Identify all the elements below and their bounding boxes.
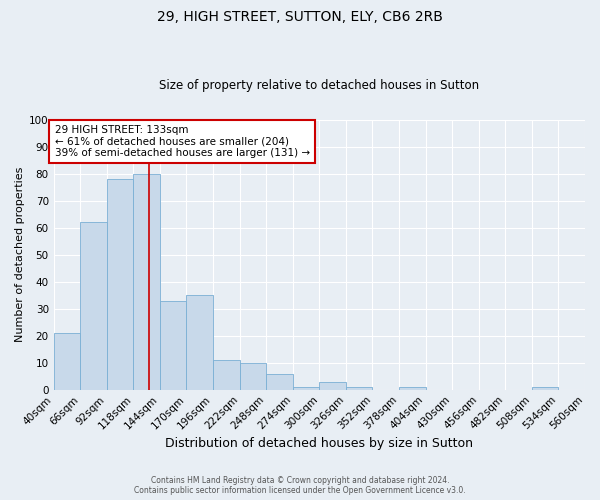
Bar: [266, 374, 293, 390]
Bar: [133, 174, 160, 390]
Bar: [80, 222, 107, 390]
Bar: [399, 387, 425, 390]
Text: 29 HIGH STREET: 133sqm
← 61% of detached houses are smaller (204)
39% of semi-de: 29 HIGH STREET: 133sqm ← 61% of detached…: [55, 125, 310, 158]
Bar: [346, 387, 373, 390]
Bar: [319, 382, 346, 390]
Text: Contains HM Land Registry data © Crown copyright and database right 2024.
Contai: Contains HM Land Registry data © Crown c…: [134, 476, 466, 495]
Y-axis label: Number of detached properties: Number of detached properties: [15, 167, 25, 342]
Title: Size of property relative to detached houses in Sutton: Size of property relative to detached ho…: [159, 79, 479, 92]
X-axis label: Distribution of detached houses by size in Sutton: Distribution of detached houses by size …: [166, 437, 473, 450]
Bar: [213, 360, 239, 390]
Text: 29, HIGH STREET, SUTTON, ELY, CB6 2RB: 29, HIGH STREET, SUTTON, ELY, CB6 2RB: [157, 10, 443, 24]
Bar: [585, 387, 600, 390]
Bar: [532, 387, 559, 390]
Bar: [187, 295, 213, 390]
Bar: [293, 387, 319, 390]
Bar: [53, 333, 80, 390]
Bar: [239, 362, 266, 390]
Bar: [160, 300, 187, 390]
Bar: [107, 179, 133, 390]
